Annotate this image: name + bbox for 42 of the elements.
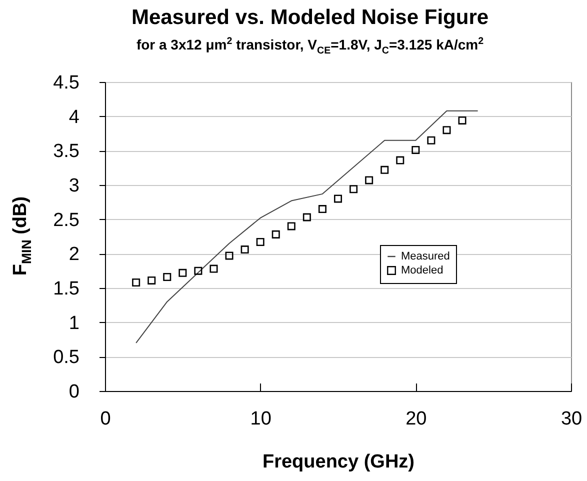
y-tick-label: 4 xyxy=(68,106,80,128)
point xyxy=(365,176,374,184)
y-tick-label: 3 xyxy=(68,176,80,196)
point xyxy=(256,238,264,246)
point xyxy=(210,264,218,273)
y-tick-label: 1.5 xyxy=(53,278,80,300)
point xyxy=(132,278,140,287)
point xyxy=(412,146,420,154)
point xyxy=(350,185,358,194)
point xyxy=(287,222,296,230)
legend-label: Modeled xyxy=(401,264,444,276)
x-axis-title: Frequency (GHz) xyxy=(262,452,415,472)
point xyxy=(334,194,342,203)
point xyxy=(380,166,389,174)
x-tick-label: 10 xyxy=(250,408,272,430)
point xyxy=(442,126,451,134)
x-tick-label: 20 xyxy=(406,408,427,430)
point xyxy=(148,276,156,284)
y-tick-label: 2 xyxy=(68,244,80,266)
x-tick-label: 0 xyxy=(100,408,111,430)
point xyxy=(225,252,234,260)
point xyxy=(240,246,249,254)
y-tick-label: 2.5 xyxy=(53,210,80,231)
point xyxy=(427,136,436,144)
point xyxy=(302,213,311,222)
point xyxy=(178,268,187,277)
point xyxy=(163,273,172,282)
chart-subtitle: for a 3x12 μm$^{2}$ transistor, V$_{CE}$=1.8V, J$_{C}$=3.125 kA/cm$^{2}$ xyxy=(135,36,485,56)
y-tick-label: 4.5 xyxy=(53,72,80,94)
x-tick-label: 30 xyxy=(560,408,582,430)
y-tick-label: 1 xyxy=(68,312,80,334)
point xyxy=(194,266,202,275)
legend-label: Measured xyxy=(401,250,450,262)
y-tick-label: 3.5 xyxy=(53,141,80,162)
point xyxy=(396,156,404,164)
point xyxy=(318,205,326,214)
point xyxy=(272,230,280,238)
point xyxy=(458,116,466,124)
y-tick-label: 0 xyxy=(68,382,80,402)
y-tick-label: 0.5 xyxy=(53,347,80,368)
line-series xyxy=(136,110,478,344)
chart-title: Measured vs. Modeled Noise Figure xyxy=(130,6,490,30)
